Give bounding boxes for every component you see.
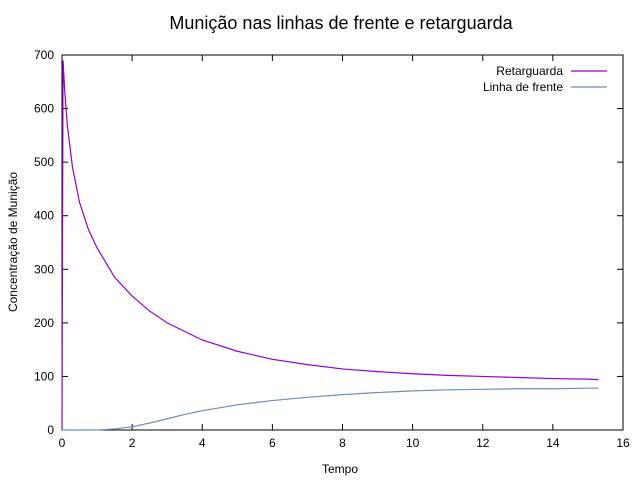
- x-tick-label: 0: [59, 436, 66, 450]
- legend-label: Linha de frente: [483, 80, 563, 94]
- x-tick-label: 8: [339, 436, 346, 450]
- y-tick-label: 0: [47, 423, 54, 437]
- x-tick-label: 10: [406, 436, 420, 450]
- x-tick-label: 6: [269, 436, 276, 450]
- x-axis-title: Tempo: [322, 462, 358, 476]
- chart-title: Munição nas linhas de frente e retarguar…: [169, 13, 513, 33]
- x-tick-label: 14: [546, 436, 560, 450]
- x-tick-label: 16: [616, 436, 630, 450]
- y-axis-title: Concentração de Munição: [6, 172, 20, 312]
- series-line-1: [62, 387, 599, 431]
- y-tick-label: 700: [34, 48, 54, 62]
- y-tick-label: 200: [34, 316, 54, 330]
- x-axis: 0 2 4 6 8 10 12 14 16: [59, 55, 630, 450]
- x-tick-label: 4: [199, 436, 206, 450]
- y-tick-label: 300: [34, 262, 54, 276]
- y-tick-label: 500: [34, 155, 54, 169]
- y-tick-label: 600: [34, 102, 54, 116]
- x-tick-label: 12: [476, 436, 490, 450]
- x-tick-label: 2: [129, 436, 136, 450]
- series-line-0: [61, 60, 599, 431]
- plot-frame: [61, 54, 624, 431]
- legend-label: Retarguarda: [496, 64, 563, 78]
- y-axis: 0 100 200 300 400 500 600 700: [34, 48, 623, 437]
- series-layer: [61, 60, 599, 431]
- y-tick-label: 400: [34, 209, 54, 223]
- legend: Retarguarda Linha de frente: [483, 64, 607, 94]
- y-tick-label: 100: [34, 369, 54, 383]
